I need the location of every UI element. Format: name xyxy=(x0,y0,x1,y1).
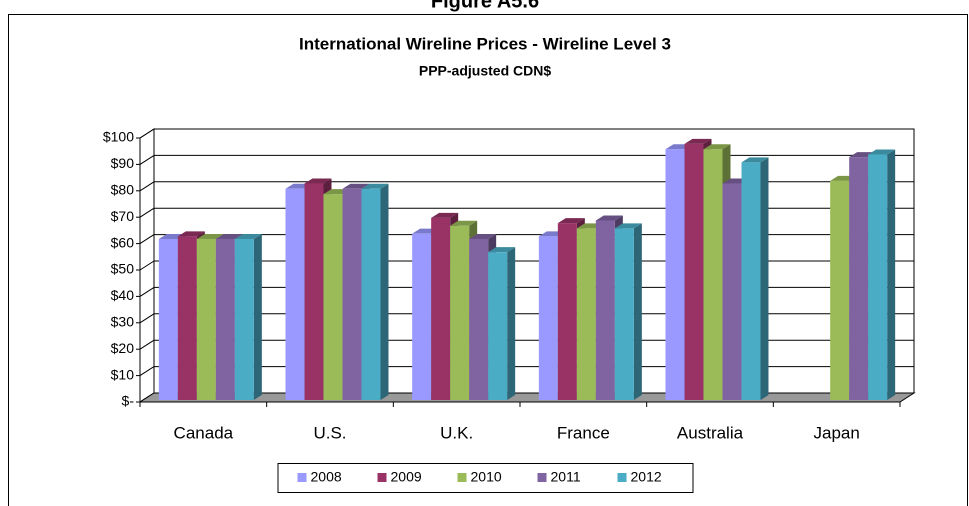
legend-label: 2010 xyxy=(471,469,502,485)
bar xyxy=(361,188,381,400)
bar xyxy=(665,149,685,400)
bar xyxy=(868,154,888,400)
bar-top xyxy=(488,247,516,253)
bar xyxy=(703,149,723,400)
y-tick-label: $60 xyxy=(111,234,135,250)
bar xyxy=(177,236,197,400)
bar-side xyxy=(253,233,262,400)
bar xyxy=(323,194,343,400)
bar xyxy=(196,238,216,400)
bar-top xyxy=(215,233,243,239)
y-tick-label: $10 xyxy=(111,366,135,382)
x-tick-label: Japan xyxy=(814,423,860,442)
x-tick-label: Australia xyxy=(677,423,744,442)
bar-top xyxy=(304,178,332,184)
grid-line-side xyxy=(139,154,155,165)
bar xyxy=(234,238,254,400)
bar xyxy=(215,238,235,400)
legend-swatch xyxy=(537,473,547,482)
bar-side xyxy=(633,223,642,400)
legend-swatch xyxy=(377,473,387,482)
x-tick-label: France xyxy=(557,423,610,442)
bar-top xyxy=(342,183,370,189)
bar-side xyxy=(380,183,389,400)
bar-top xyxy=(557,218,585,224)
y-tick-label: $100 xyxy=(103,129,134,145)
bar xyxy=(722,183,742,400)
bar xyxy=(431,217,451,400)
bar xyxy=(557,223,577,400)
bar-top xyxy=(450,220,478,226)
bar xyxy=(830,180,850,400)
bar-top xyxy=(196,233,224,239)
x-tick-label: Canada xyxy=(174,423,234,442)
bar xyxy=(741,162,761,400)
bar xyxy=(450,225,470,400)
bar xyxy=(576,228,596,400)
bar-top xyxy=(741,157,769,163)
y-tick-label: $20 xyxy=(111,340,135,356)
grid-line-side xyxy=(139,181,155,192)
bar xyxy=(469,238,489,400)
bar xyxy=(342,188,362,400)
legend-label: 2011 xyxy=(551,469,581,485)
bar-top xyxy=(868,149,896,155)
bar xyxy=(304,183,324,400)
bar-side xyxy=(887,149,896,400)
chart-frame xyxy=(8,14,968,506)
x-tick-label: U.K. xyxy=(440,423,473,442)
bar-top xyxy=(469,233,497,239)
bar xyxy=(538,236,558,400)
grid-line-side xyxy=(139,207,155,218)
chart-subtitle: PPP-adjusted CDN$ xyxy=(419,63,551,79)
legend-swatch xyxy=(457,473,467,482)
bar-top xyxy=(234,233,262,239)
y-tick-label: $30 xyxy=(111,314,135,330)
bar xyxy=(595,220,615,400)
grid-line-side xyxy=(139,313,155,324)
bar-side xyxy=(507,247,516,400)
legend-label: 2008 xyxy=(311,469,342,485)
y-tick-label: $40 xyxy=(111,287,135,303)
bar xyxy=(285,188,305,400)
bar xyxy=(614,228,634,400)
bar-top xyxy=(703,144,731,150)
grid-line-side xyxy=(139,286,155,297)
grid-line-side xyxy=(139,260,155,271)
y-tick-label: $- xyxy=(122,393,135,409)
grid-line-side xyxy=(139,339,155,350)
legend-label: 2012 xyxy=(631,469,662,485)
legend-label: 2009 xyxy=(391,469,422,485)
bar xyxy=(412,233,432,400)
grid-line-side xyxy=(139,366,155,377)
x-tick-label: U.S. xyxy=(313,423,346,442)
bar-side xyxy=(760,157,769,400)
y-tick-label: $90 xyxy=(111,155,135,171)
legend-swatch xyxy=(617,473,627,482)
bar-top xyxy=(431,212,459,218)
bar-top xyxy=(177,231,205,237)
bar-top xyxy=(595,215,623,221)
bar xyxy=(158,238,178,400)
bar xyxy=(488,252,508,400)
grid-line-side xyxy=(139,128,155,139)
y-tick-label: $50 xyxy=(111,261,135,277)
bar-top xyxy=(684,138,712,144)
grid-line-side xyxy=(139,234,155,245)
bar xyxy=(849,157,869,400)
bar xyxy=(684,143,704,401)
y-tick-label: $80 xyxy=(111,182,135,198)
bar-top xyxy=(614,223,642,229)
figure-title: Figure A5.6 xyxy=(431,0,539,12)
y-tick-label: $70 xyxy=(111,208,135,224)
legend-swatch xyxy=(297,473,307,482)
chart-title: International Wireline Prices - Wireline… xyxy=(299,34,671,53)
bar-top xyxy=(361,183,389,189)
